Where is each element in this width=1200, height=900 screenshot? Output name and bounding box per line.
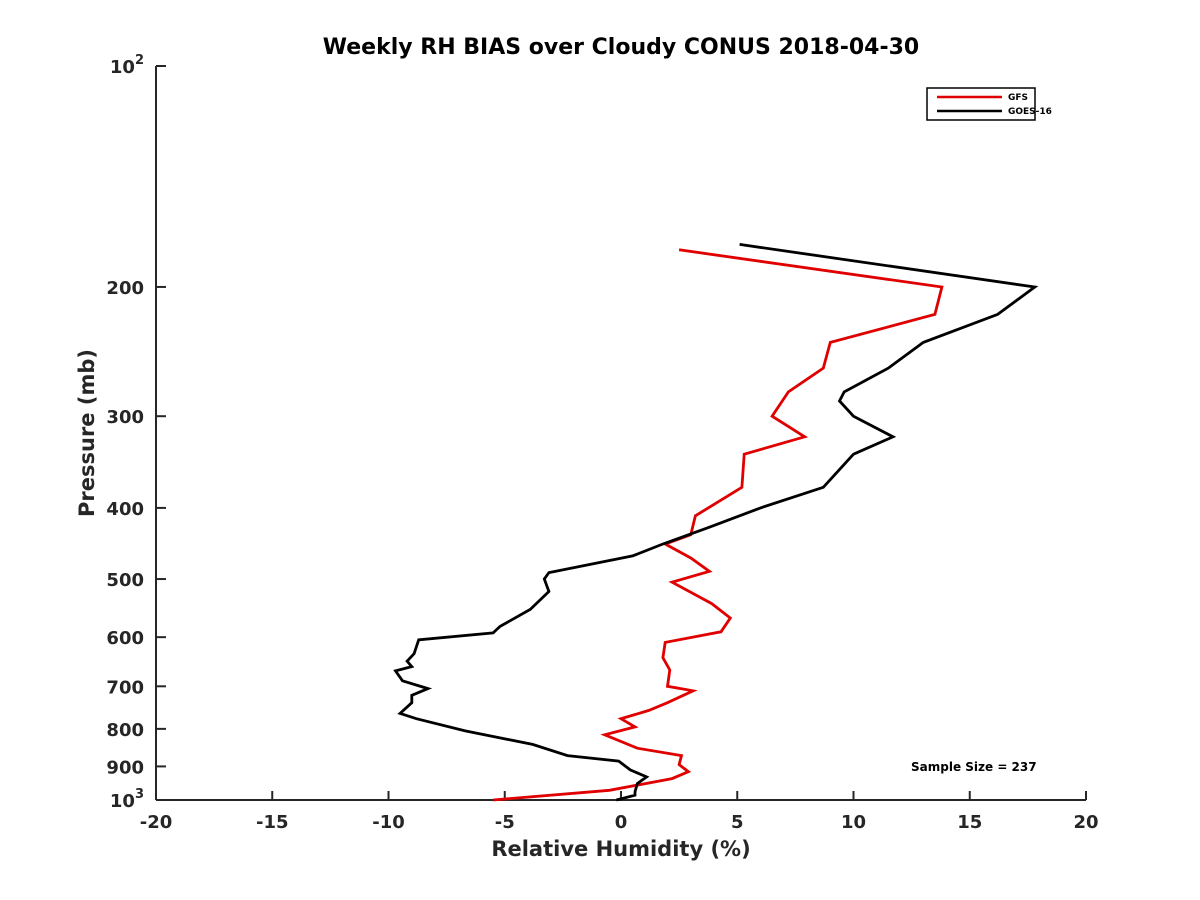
y-tick-label: 200 bbox=[106, 278, 144, 299]
sample-size-annotation: Sample Size = 237 bbox=[911, 760, 1037, 774]
y-axis-label: Pressure (mb) bbox=[75, 349, 99, 517]
y-tick-label: 500 bbox=[106, 570, 144, 591]
x-tick-label: -20 bbox=[140, 812, 173, 833]
legend-box bbox=[926, 87, 1036, 121]
legend: GFS GOES-16 bbox=[926, 87, 1052, 121]
series-line-gfs bbox=[492, 248, 944, 802]
y-tick-label: 600 bbox=[106, 628, 144, 649]
y-ticks: 102 200 300 400 500 600 700 800 900 103 bbox=[106, 53, 166, 812]
y-tick-label: 102 bbox=[110, 53, 144, 78]
axes bbox=[155, 66, 1086, 801]
x-tick-label: 20 bbox=[1073, 812, 1098, 833]
y-tick-label: 800 bbox=[106, 720, 144, 741]
legend-label-gfs: GFS bbox=[1008, 93, 1028, 103]
y-tick-label: 400 bbox=[106, 499, 144, 520]
x-tick-label: 5 bbox=[731, 812, 744, 833]
y-tick-label: 900 bbox=[106, 757, 144, 778]
legend-label-goes16: GOES-16 bbox=[1008, 107, 1052, 117]
y-tick-label: 700 bbox=[106, 677, 144, 698]
y-tick-label: 103 bbox=[110, 787, 144, 812]
chart-title: Weekly RH BIAS over Cloudy CONUS 2018-04… bbox=[323, 35, 919, 60]
x-tick-label: 10 bbox=[841, 812, 866, 833]
x-tick-label: -5 bbox=[495, 812, 515, 833]
x-ticks: -20 -15 -10 -5 0 5 10 15 20 bbox=[140, 791, 1099, 833]
x-tick-label: 0 bbox=[615, 812, 628, 833]
x-tick-label: -15 bbox=[256, 812, 289, 833]
x-tick-label: 15 bbox=[957, 812, 982, 833]
series-group bbox=[393, 243, 1039, 802]
series-line-goes16 bbox=[393, 243, 1039, 802]
x-axis-label: Relative Humidity (%) bbox=[491, 837, 750, 861]
x-tick-label: -10 bbox=[372, 812, 405, 833]
y-tick-label: 300 bbox=[106, 407, 144, 428]
